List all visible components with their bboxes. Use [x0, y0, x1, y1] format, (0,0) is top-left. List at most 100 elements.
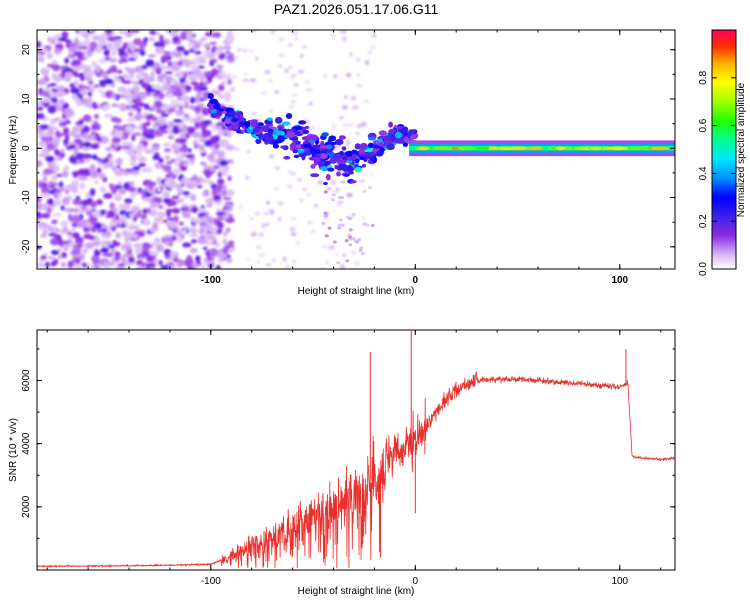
noise-blob: [103, 50, 109, 56]
noise-blob: [128, 213, 136, 218]
colorbar-tick-label: 0.6: [698, 118, 709, 132]
noise-blob: [129, 69, 135, 77]
noise-blob: [43, 168, 53, 175]
noise-blob: [341, 105, 348, 110]
track-blob: [362, 189, 367, 193]
track-blob: [327, 187, 332, 191]
noise-blob: [123, 73, 128, 79]
noise-blob: [305, 88, 313, 91]
noise-blob: [132, 165, 141, 171]
noise-blob: [156, 109, 167, 114]
noise-blob: [179, 83, 186, 89]
track-blob: [378, 130, 387, 136]
track-blob: [323, 190, 328, 194]
track-blob: [314, 149, 321, 154]
noise-blob: [200, 36, 208, 42]
noise-blob: [124, 168, 134, 173]
track-blob: [360, 252, 365, 256]
noise-blob: [212, 32, 221, 38]
noise-blob: [290, 73, 298, 76]
noise-blob: [94, 264, 99, 269]
noise-blob: [82, 91, 88, 96]
track-blob: [358, 153, 367, 157]
noise-blob: [163, 248, 172, 255]
noise-blob: [343, 122, 349, 128]
noise-blob: [213, 142, 221, 150]
track-blob: [337, 226, 342, 230]
noise-blob: [142, 208, 148, 214]
noise-blob: [176, 260, 182, 268]
noise-blob: [48, 91, 56, 98]
noise-blob: [140, 251, 146, 258]
noise-blob: [75, 125, 84, 130]
noise-blob: [290, 100, 297, 103]
noise-blob: [231, 35, 235, 40]
track-blob: [336, 171, 341, 177]
noise-blob: [50, 250, 60, 255]
noise-blob: [175, 199, 184, 203]
track-blob: [224, 118, 232, 125]
noise-blob: [220, 81, 227, 85]
noise-blob: [108, 244, 116, 249]
noise-blob: [218, 84, 225, 92]
noise-blob: [363, 100, 371, 103]
noise-blob: [196, 144, 205, 150]
track-blob: [303, 143, 311, 148]
xtick-label: -100: [201, 576, 221, 587]
noise-blob: [172, 207, 181, 214]
noise-blob: [102, 228, 107, 233]
noise-blob: [90, 263, 95, 269]
noise-blob: [47, 136, 54, 142]
noise-blob: [182, 191, 190, 196]
noise-blob: [40, 233, 47, 238]
noise-blob: [139, 262, 148, 267]
noise-blob: [181, 88, 187, 95]
noise-blob: [302, 45, 308, 48]
track-blob: [401, 127, 408, 134]
noise-blob: [195, 178, 204, 183]
track-blob: [368, 136, 376, 141]
noise-blob: [151, 84, 161, 90]
xtick-label: 100: [611, 275, 628, 286]
noise-blob: [206, 203, 213, 208]
noise-blob: [213, 194, 222, 202]
track-blob: [338, 135, 346, 140]
noise-blob: [141, 168, 147, 172]
noise-blob: [73, 148, 79, 155]
track-blob: [289, 137, 298, 141]
noise-blob: [102, 104, 111, 111]
noise-blob: [117, 88, 123, 93]
noise-blob: [172, 30, 179, 37]
noise-blob: [153, 95, 159, 100]
noise-blob: [290, 172, 297, 176]
noise-blob: [112, 263, 117, 267]
signal-hotspot: [563, 146, 573, 151]
noise-blob: [127, 256, 135, 263]
noise-blob: [83, 233, 93, 240]
noise-blob: [227, 78, 232, 86]
noise-blob: [160, 105, 170, 111]
noise-blob: [46, 207, 52, 214]
noise-blob: [182, 124, 186, 129]
track-blob: [232, 125, 239, 130]
track-blob: [345, 150, 353, 157]
noise-blob: [157, 205, 164, 209]
noise-blob: [188, 59, 198, 66]
noise-blob: [114, 254, 121, 261]
noise-blob: [232, 55, 240, 59]
noise-blob: [227, 175, 232, 182]
noise-blob: [129, 53, 136, 57]
noise-blob: [202, 79, 208, 84]
noise-blob: [130, 192, 136, 199]
noise-blob: [64, 71, 73, 79]
noise-blob: [73, 79, 79, 88]
noise-blob: [63, 246, 68, 252]
noise-blob: [256, 260, 260, 264]
noise-blob: [368, 50, 372, 54]
noise-blob: [145, 128, 153, 136]
noise-blob: [162, 66, 172, 70]
signal-hotspot: [650, 146, 670, 151]
noise-blob: [225, 189, 236, 197]
